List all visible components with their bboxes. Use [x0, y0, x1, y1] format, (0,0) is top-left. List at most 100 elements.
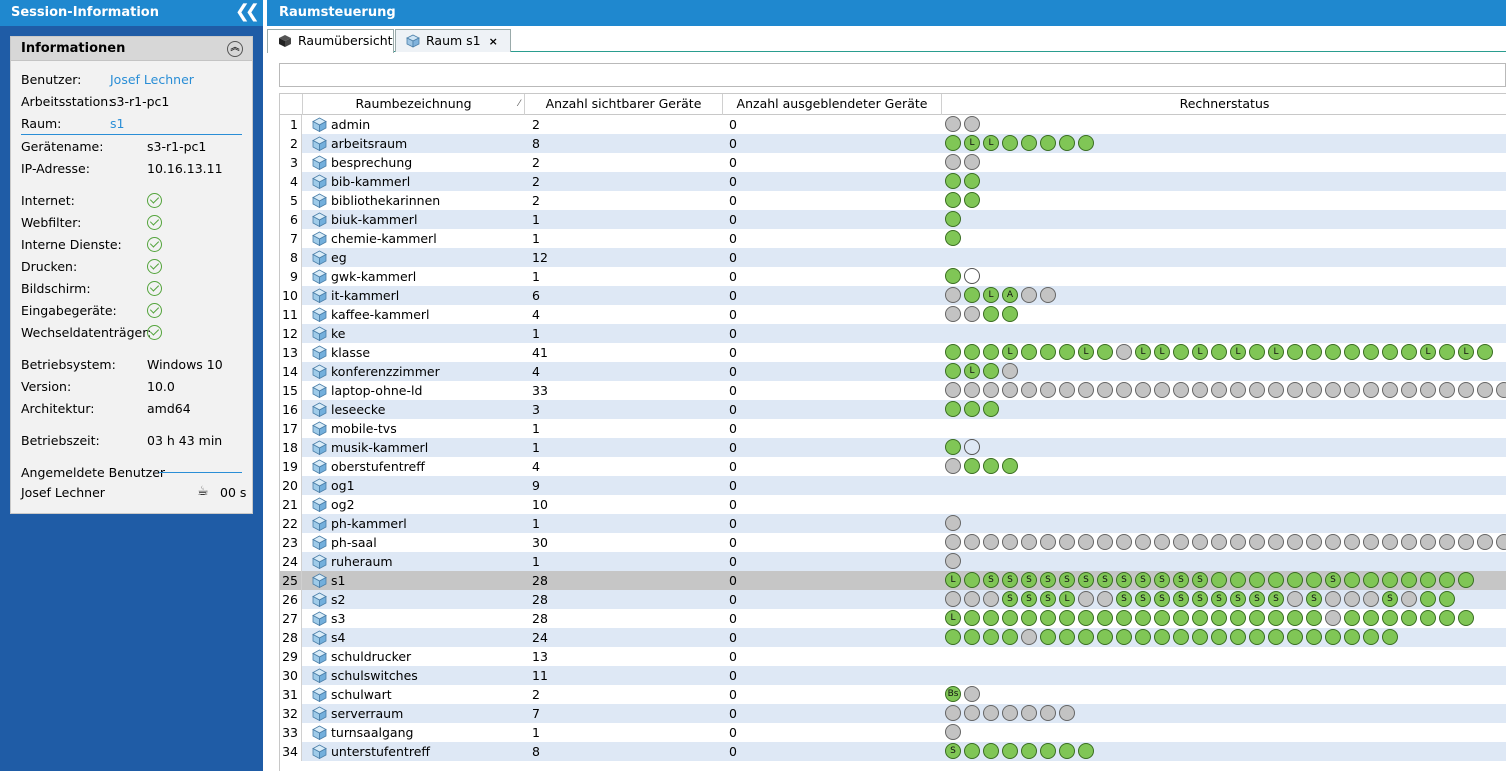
pc-offline-dot[interactable] [983, 705, 999, 721]
pc-online-dot[interactable] [1344, 610, 1360, 626]
pc-online-dot[interactable] [1306, 344, 1322, 360]
pc-online-dot[interactable] [1078, 743, 1094, 759]
table-row[interactable]: 25 s1 28 0 L S S S S S S S S S S S S S [280, 571, 1506, 590]
table-row[interactable]: 24 ruheraum 1 0 [280, 552, 1506, 571]
pc-online-dot[interactable]: S [1135, 572, 1151, 588]
pc-online-dot[interactable] [983, 344, 999, 360]
pc-online-dot[interactable] [1249, 572, 1265, 588]
pc-online-dot[interactable] [1097, 344, 1113, 360]
pc-online-dot[interactable]: S [1192, 591, 1208, 607]
pc-online-dot[interactable]: S [1325, 572, 1341, 588]
pc-online-dot[interactable] [1002, 135, 1018, 151]
pc-online-dot[interactable]: S [1097, 572, 1113, 588]
pc-online-dot[interactable] [1249, 610, 1265, 626]
pc-offline-dot[interactable] [1287, 534, 1303, 550]
pc-offline-dot[interactable] [945, 458, 961, 474]
pc-online-dot[interactable] [945, 211, 961, 227]
pc-offline-dot[interactable] [1401, 591, 1417, 607]
pc-offline-dot[interactable] [1040, 287, 1056, 303]
pc-offline-dot[interactable] [1040, 382, 1056, 398]
pc-online-dot[interactable] [1230, 610, 1246, 626]
pc-offline-dot[interactable] [964, 591, 980, 607]
pc-offline-dot[interactable] [1306, 534, 1322, 550]
pc-online-dot[interactable] [1002, 629, 1018, 645]
pc-offline-dot[interactable] [945, 154, 961, 170]
pc-online-dot[interactable] [1306, 610, 1322, 626]
pc-online-dot[interactable] [1382, 572, 1398, 588]
table-row[interactable]: 16 leseecke 3 0 [280, 400, 1506, 419]
table-row[interactable]: 5 bibliothekarinnen 2 0 [280, 191, 1506, 210]
pc-online-dot[interactable] [1059, 610, 1075, 626]
table-row[interactable]: 22 ph-kammerl 1 0 [280, 514, 1506, 533]
pc-online-dot[interactable] [1078, 629, 1094, 645]
pc-online-dot[interactable] [1230, 572, 1246, 588]
pc-online-dot[interactable] [1287, 610, 1303, 626]
pc-online-dot[interactable] [1287, 572, 1303, 588]
pc-offline-dot[interactable] [1382, 382, 1398, 398]
pc-online-dot[interactable] [983, 458, 999, 474]
pc-offline-dot[interactable] [1173, 382, 1189, 398]
pc-online-dot[interactable] [1135, 629, 1151, 645]
table-row[interactable]: 28 s4 24 0 [280, 628, 1506, 647]
pc-online-dot[interactable]: L [983, 135, 999, 151]
pc-online-dot[interactable]: S [1040, 572, 1056, 588]
pc-offline-dot[interactable] [964, 306, 980, 322]
pc-online-dot[interactable]: S [1173, 572, 1189, 588]
pc-online-dot[interactable]: S [1116, 591, 1132, 607]
pc-offline-dot[interactable] [1363, 382, 1379, 398]
pc-online-dot[interactable]: S [1306, 591, 1322, 607]
pc-offline-dot[interactable] [945, 515, 961, 531]
pc-offline-dot[interactable] [945, 116, 961, 132]
pc-offline-dot[interactable] [945, 705, 961, 721]
pc-online-dot[interactable]: L [983, 287, 999, 303]
pc-offline-dot[interactable] [1344, 382, 1360, 398]
table-row[interactable]: 12 ke 1 0 [280, 324, 1506, 343]
pc-offline-dot[interactable] [945, 287, 961, 303]
pc-offline-dot[interactable] [1268, 534, 1284, 550]
pc-online-dot[interactable] [1211, 610, 1227, 626]
pc-online-dot[interactable]: S [1154, 572, 1170, 588]
pc-offline-dot[interactable] [1363, 591, 1379, 607]
pc-online-dot[interactable] [1116, 610, 1132, 626]
pc-offline-dot[interactable] [1496, 534, 1506, 550]
pc-online-dot[interactable] [1306, 572, 1322, 588]
pc-online-dot[interactable] [1458, 572, 1474, 588]
pc-offline-dot[interactable] [1439, 382, 1455, 398]
table-row[interactable]: 34 unterstufentreff 8 0 S [280, 742, 1506, 761]
pc-online-dot[interactable] [1059, 344, 1075, 360]
pc-offline-dot[interactable] [964, 268, 980, 284]
pc-online-dot[interactable] [1401, 610, 1417, 626]
pc-online-dot[interactable]: L [1230, 344, 1246, 360]
table-row[interactable]: 9 gwk-kammerl 1 0 [280, 267, 1506, 286]
pc-offline-dot[interactable] [1192, 534, 1208, 550]
pc-online-dot[interactable] [1420, 591, 1436, 607]
pc-offline-dot[interactable] [1059, 534, 1075, 550]
pc-online-dot[interactable] [1344, 344, 1360, 360]
pc-online-dot[interactable] [1458, 610, 1474, 626]
tab-room-overview[interactable]: Raumübersicht [267, 29, 394, 53]
pc-online-dot[interactable]: L [1420, 344, 1436, 360]
pc-online-dot[interactable] [1173, 610, 1189, 626]
pc-online-dot[interactable]: L [1154, 344, 1170, 360]
pc-offline-dot[interactable] [1363, 534, 1379, 550]
pc-offline-dot[interactable] [1002, 382, 1018, 398]
pc-online-dot[interactable]: S [1382, 591, 1398, 607]
collapse-panel-icon[interactable]: ❮❮ [235, 3, 255, 21]
pc-offline-dot[interactable] [1021, 534, 1037, 550]
pc-online-dot[interactable] [1363, 610, 1379, 626]
pc-offline-dot[interactable] [1059, 705, 1075, 721]
pc-offline-dot[interactable] [1249, 382, 1265, 398]
pc-offline-dot[interactable] [1325, 382, 1341, 398]
pc-online-dot[interactable] [945, 173, 961, 189]
pc-online-dot[interactable] [1287, 344, 1303, 360]
pc-online-dot[interactable]: L [1458, 344, 1474, 360]
pc-online-dot[interactable] [1078, 135, 1094, 151]
pc-online-dot[interactable] [1439, 344, 1455, 360]
pc-offline-dot[interactable] [1116, 344, 1132, 360]
pc-online-dot[interactable] [964, 572, 980, 588]
header-visible[interactable]: Anzahl sichtbarer Geräte [525, 94, 723, 115]
pc-online-dot[interactable]: L [1268, 344, 1284, 360]
table-row[interactable]: 15 laptop-ohne-ld 33 0 [280, 381, 1506, 400]
pc-online-dot[interactable] [983, 363, 999, 379]
pc-online-dot[interactable] [1097, 610, 1113, 626]
